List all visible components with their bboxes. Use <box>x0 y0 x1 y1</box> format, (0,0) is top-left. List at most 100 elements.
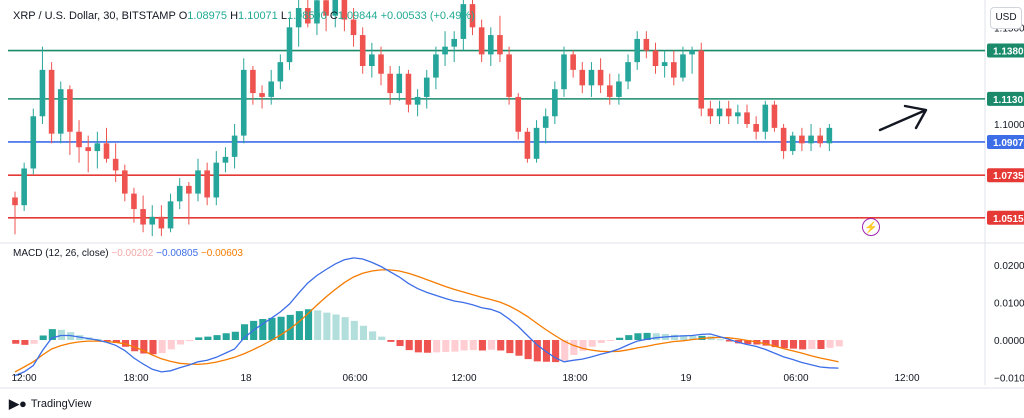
macd-histogram-bar <box>488 340 496 350</box>
symbol-title: XRP / U.S. Dollar, 30, BITSTAMP <box>13 10 176 22</box>
time-tick-label: 06:00 <box>342 373 367 384</box>
tradingview-logo[interactable]: ▶● TradingView <box>9 396 91 412</box>
candle-body <box>451 38 457 47</box>
brand-label: TradingView <box>30 398 92 410</box>
candle-body <box>744 112 750 124</box>
macd-histogram-bar <box>94 338 102 340</box>
macd-histogram-bar <box>323 312 331 340</box>
macd-histogram-bar <box>478 340 486 351</box>
candle-body <box>707 108 714 117</box>
macd-histogram-bar <box>643 332 651 340</box>
candle-body <box>140 209 146 225</box>
macd-histogram-bar <box>460 340 468 351</box>
tv-logo-icon: ▶● <box>9 396 27 411</box>
macd-histogram-bar <box>295 311 303 340</box>
candle-body <box>698 50 705 109</box>
open-value: 1.08975 <box>187 10 228 22</box>
macd-histogram-bar <box>158 340 166 354</box>
time-tick-label: 18 <box>240 373 252 384</box>
macd-histogram-bar <box>231 331 239 340</box>
high-value: 1.10071 <box>238 10 278 22</box>
macd-histogram-bar <box>204 336 212 340</box>
macd-histogram-bar <box>616 337 624 340</box>
candle-body <box>314 0 320 24</box>
candle-body <box>725 108 732 117</box>
candle-body <box>625 62 631 82</box>
candle-body <box>277 62 284 82</box>
macd-histogram-bar <box>268 317 276 340</box>
close-label: C <box>329 10 338 22</box>
candle-body <box>661 62 668 66</box>
level-tag <box>987 168 1024 183</box>
macd-histogram-bar <box>744 340 752 345</box>
macd-histogram-bar <box>689 335 697 340</box>
macd-histogram-bar <box>195 337 203 340</box>
macd-histogram-bar <box>771 340 779 348</box>
lightning-icon[interactable]: ⚡ <box>862 218 880 236</box>
candle-body <box>30 116 37 169</box>
macd-histogram-bar <box>652 333 660 340</box>
candle-body <box>21 168 27 206</box>
candle-body <box>460 4 467 39</box>
candle-body <box>39 69 46 117</box>
candle-body <box>94 143 101 152</box>
time-tick-label: 18:00 <box>562 373 587 384</box>
candle-body <box>213 162 220 198</box>
candle-body <box>680 54 686 78</box>
candle-body <box>780 127 787 152</box>
macd-histogram-bar <box>332 314 340 340</box>
price-tick-label: 1.1000 <box>994 120 1024 131</box>
time-tick-label: 12:00 <box>894 373 919 384</box>
macd-histogram-bar <box>423 340 432 353</box>
candle-body <box>405 73 412 105</box>
macd-histogram-bar <box>369 331 377 340</box>
candle-body <box>158 216 165 229</box>
candle-body <box>533 127 540 159</box>
candle-body <box>478 27 485 55</box>
candle-body <box>789 135 796 152</box>
macd-hist-value: −0.00202 <box>111 248 154 259</box>
candle-body <box>753 124 759 132</box>
macd-histogram-bar <box>213 335 221 340</box>
level-label: 1.0515 <box>993 214 1024 225</box>
candle-body <box>616 81 622 97</box>
macd-histogram-bar <box>725 340 733 342</box>
macd-histogram-bar <box>405 340 413 351</box>
macd-histogram-bar <box>835 340 843 347</box>
candle-body <box>67 89 73 132</box>
candle-body <box>826 127 833 144</box>
macd-line <box>14 257 839 377</box>
level-tag <box>987 43 1024 58</box>
candle-body <box>735 112 741 117</box>
candle-body <box>57 89 64 134</box>
candle-body <box>341 0 348 20</box>
candle-body <box>524 131 531 159</box>
candle-body <box>350 19 357 36</box>
macd-histogram-bar <box>387 340 395 342</box>
time-tick-label: 06:00 <box>783 373 808 384</box>
macd-title: MACD (12, 26, close) <box>13 248 109 259</box>
candle-body <box>305 8 311 24</box>
candle-body <box>634 38 640 63</box>
change-value: +0.00533 (+0.49%) <box>380 10 475 22</box>
candle-body <box>167 201 174 229</box>
macd-histogram-bar <box>286 314 294 340</box>
macd-histogram-bar <box>350 320 358 340</box>
macd-histogram-bar <box>625 335 633 340</box>
candle-body <box>195 170 201 194</box>
candle-body <box>286 27 293 63</box>
macd-histogram-bar <box>799 340 807 350</box>
candle-body <box>259 93 265 97</box>
candle-body <box>396 73 403 94</box>
macd-histogram-bar <box>30 340 38 344</box>
currency-button[interactable]: USD <box>990 7 1022 29</box>
macd-histogram-bar <box>780 340 788 349</box>
candle-body <box>323 0 329 16</box>
candle-body <box>497 35 503 55</box>
candle-body <box>570 54 576 70</box>
macd-histogram-bar <box>39 335 47 340</box>
